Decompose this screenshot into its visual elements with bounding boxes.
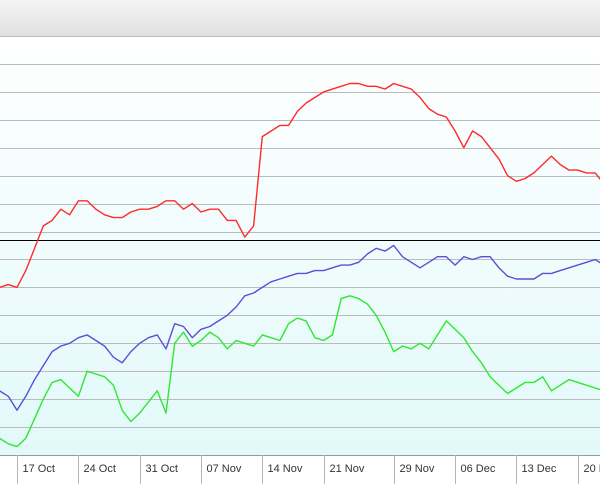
series-line-3 [0,295,600,448]
grid-lines [0,36,600,428]
x-axis: 17 Oct 24 Oct 31 Oct 07 Nov 14 Nov 21 Nov 29 N… [0,455,600,484]
plot-area [0,36,600,455]
series-lines [0,82,600,448]
series-line-2 [0,244,600,411]
x-tick-label: 31 Oct [146,463,178,475]
x-tick-label: 17 Oct [23,463,55,475]
x-tick-label: 07 Nov [207,463,242,475]
x-tick-label: 24 Oct [84,463,116,475]
x-tick-label: 21 Nov [330,463,365,475]
chart-header-band [0,0,600,36]
x-tick-label: 14 Nov [268,463,303,475]
x-tick-label: 29 Nov [400,463,435,475]
x-tick-label: 20 Dec [584,463,600,475]
x-tick-label: 13 Dec [522,463,557,475]
series-line-1 [0,82,600,289]
x-tick-label: 06 Dec [461,463,496,475]
